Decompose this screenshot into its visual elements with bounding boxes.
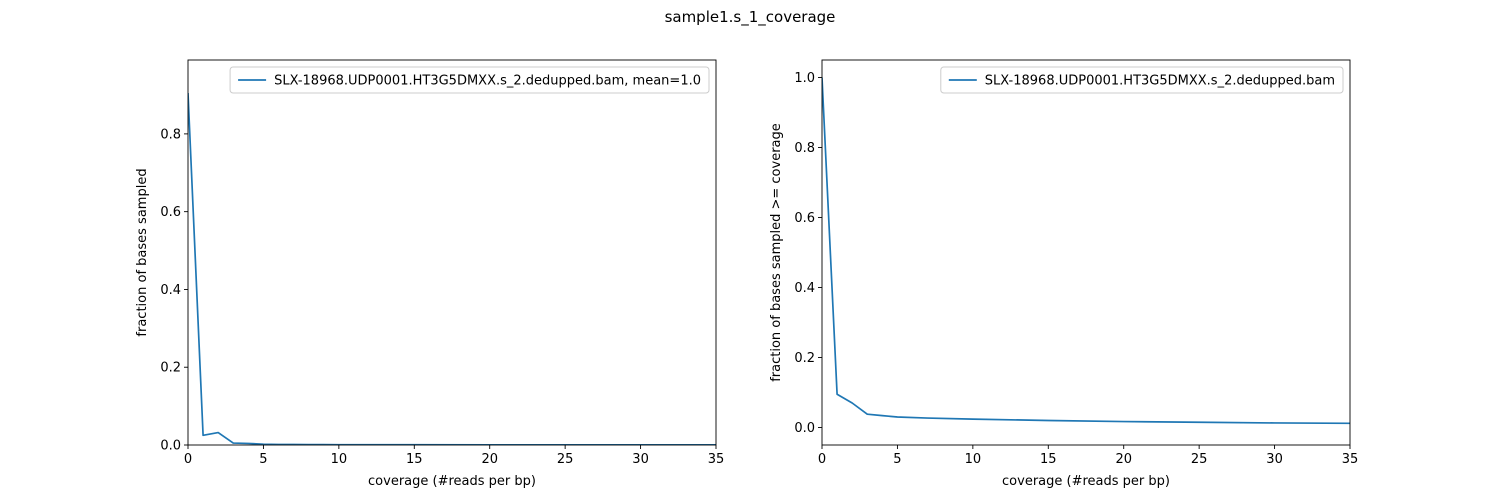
y-tick-label: 0.2 bbox=[794, 351, 815, 366]
x-tick-label: 5 bbox=[893, 452, 901, 467]
legend-label: SLX-18968.UDP0001.HT3G5DMXX.s_2.dedupped… bbox=[274, 74, 701, 89]
x-axis-label: coverage (#reads per bp) bbox=[1002, 474, 1170, 489]
axes-frame bbox=[187, 59, 717, 446]
x-tick-label: 5 bbox=[259, 452, 267, 467]
y-tick-label: 0.4 bbox=[794, 281, 815, 296]
y-tick-label: 0.2 bbox=[160, 361, 181, 376]
x-tick-label: 15 bbox=[1040, 452, 1057, 467]
series-line bbox=[188, 93, 716, 445]
x-tick-label: 25 bbox=[1191, 452, 1208, 467]
x-tick-label: 0 bbox=[818, 452, 826, 467]
x-tick-label: 10 bbox=[965, 452, 982, 467]
x-tick-label: 30 bbox=[632, 452, 649, 467]
y-tick-label: 0.6 bbox=[794, 211, 815, 226]
x-tick-label: 0 bbox=[184, 452, 192, 467]
x-tick-label: 25 bbox=[557, 452, 574, 467]
y-axis-label: fraction of bases sampled >= coverage bbox=[769, 123, 784, 382]
x-tick-label: 10 bbox=[331, 452, 348, 467]
chart-panel-left: coverage (#reads per bp) fraction of bas… bbox=[135, 59, 725, 489]
x-tick-label: 30 bbox=[1266, 452, 1283, 467]
x-tick-label: 20 bbox=[1115, 452, 1132, 467]
legend-box bbox=[940, 66, 1344, 94]
chart-panel-right: coverage (#reads per bp) fraction of bas… bbox=[769, 59, 1359, 489]
series-line bbox=[822, 77, 1350, 425]
x-tick-label: 20 bbox=[481, 452, 498, 467]
y-axis-label: fraction of bases sampled bbox=[135, 168, 150, 336]
y-tick-label: 0.4 bbox=[160, 283, 181, 298]
y-tick-label: 0.0 bbox=[794, 421, 815, 436]
legend: SLX-18968.UDP0001.HT3G5DMXX.s_2.dedupped… bbox=[940, 66, 1344, 94]
y-tick-label: 0.8 bbox=[794, 141, 815, 156]
x-tick-label: 15 bbox=[406, 452, 423, 467]
figure-title: sample1.s_1_coverage bbox=[665, 8, 836, 27]
y-tick-label: 0.0 bbox=[160, 439, 181, 454]
y-tick-label: 0.8 bbox=[160, 127, 181, 142]
x-tick-label: 35 bbox=[1342, 452, 1359, 467]
legend: SLX-18968.UDP0001.HT3G5DMXX.s_2.dedupped… bbox=[229, 66, 710, 94]
legend-label: SLX-18968.UDP0001.HT3G5DMXX.s_2.dedupped… bbox=[985, 74, 1335, 89]
y-tick-label: 0.6 bbox=[160, 205, 181, 220]
legend-box bbox=[229, 66, 710, 94]
axes-frame bbox=[821, 59, 1351, 446]
y-tick-label: 1.0 bbox=[794, 71, 815, 86]
x-axis-label: coverage (#reads per bp) bbox=[368, 474, 536, 489]
x-tick-label: 35 bbox=[708, 452, 725, 467]
